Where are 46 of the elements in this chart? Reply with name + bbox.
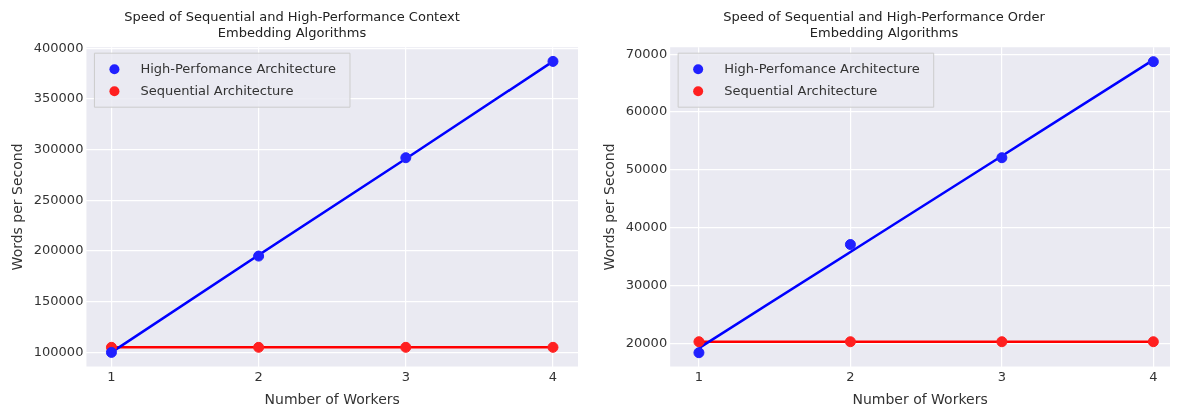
point [547, 341, 559, 353]
y-tick-label: 250000 [33, 191, 84, 207]
point [1147, 336, 1159, 348]
x-tick-label: 1 [107, 368, 116, 384]
y-tick-label: 300000 [33, 140, 84, 156]
y-axis-title: Words per Second [601, 143, 618, 271]
y-tick-label: 70000 [625, 45, 668, 61]
x-tick-label: 1 [694, 368, 704, 384]
legend-label: High-Perfomance Architecture [140, 60, 336, 76]
point [253, 341, 265, 353]
y-tick-label: 60000 [625, 103, 668, 119]
y-tick-label: 150000 [33, 293, 84, 309]
y-axis-title: Words per Second [9, 143, 26, 271]
point [105, 346, 117, 358]
chart-title: Speed of Sequential and High-Performance Context Embedding Algorithms [124, 9, 460, 40]
y-tick-label: 30000 [625, 276, 668, 292]
point [844, 239, 856, 251]
y-tick-label: 200000 [33, 242, 84, 258]
y-tick-label: 40000 [625, 219, 668, 235]
point [693, 347, 705, 359]
y-tick-label: 100000 [33, 343, 84, 359]
legend-label: Sequential Architecture [140, 82, 294, 98]
legend-label: Sequential Architecture [724, 82, 878, 98]
y-tick-label: 400000 [33, 39, 84, 55]
x-tick-label: 2 [846, 368, 855, 384]
x-tick-label: 3 [997, 368, 1007, 384]
point [996, 152, 1008, 164]
y-tick-label: 350000 [33, 90, 84, 106]
legend-label: High-Perfomance Architecture [724, 60, 920, 76]
y-tick-label: 50000 [625, 161, 668, 177]
point [547, 55, 559, 67]
point [253, 250, 265, 262]
point [1147, 56, 1159, 68]
x-tick-label: 2 [254, 368, 263, 384]
y-tick-label: 20000 [625, 334, 668, 350]
point [693, 336, 705, 348]
point [996, 336, 1008, 348]
x-axis-title: Number of Workers [264, 391, 400, 408]
x-tick-label: 4 [1149, 368, 1158, 384]
x-tick-label: 4 [548, 368, 558, 384]
point [400, 341, 412, 353]
x-tick-label: 3 [401, 368, 410, 384]
chart-title: Speed of Sequential and High-Performance Order Embedding Algorithms [723, 9, 1046, 40]
point [844, 336, 856, 348]
x-axis-title: Number of Workers [852, 391, 988, 408]
point [400, 152, 412, 164]
